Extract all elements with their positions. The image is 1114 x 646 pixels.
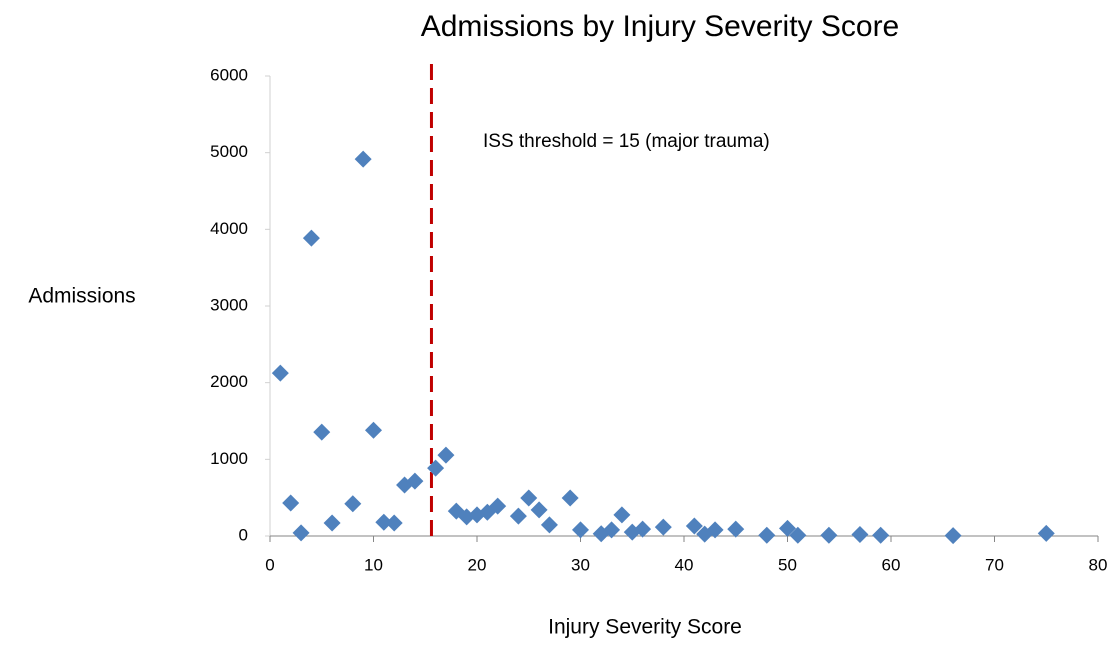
point	[489, 497, 507, 515]
x-tick-label: 20	[468, 555, 487, 574]
point	[282, 494, 300, 512]
point	[613, 506, 631, 524]
y-tick-label: 4000	[210, 219, 248, 238]
x-tick-label: 0	[265, 555, 274, 574]
point	[685, 517, 703, 535]
point	[654, 518, 672, 536]
point	[758, 526, 776, 544]
point	[872, 526, 890, 544]
point	[561, 489, 579, 507]
x-tick-label: 10	[364, 555, 383, 574]
point	[634, 520, 652, 538]
point	[530, 501, 548, 519]
point	[520, 489, 538, 507]
x-tick-label: 50	[778, 555, 797, 574]
y-tick-label: 6000	[210, 65, 248, 84]
x-tick-label: 80	[1089, 555, 1108, 574]
y-tick-label: 0	[239, 525, 248, 544]
point	[313, 423, 331, 441]
x-tick-label: 60	[882, 555, 901, 574]
point	[354, 150, 372, 168]
point	[292, 524, 310, 542]
annotation: ISS threshold = 15 (major trauma)	[483, 131, 770, 152]
y-axis-label: Admissions	[28, 285, 135, 308]
point	[851, 525, 869, 543]
point	[375, 513, 393, 531]
point	[365, 421, 382, 439]
point	[540, 516, 558, 534]
point	[427, 459, 445, 477]
point	[603, 521, 621, 539]
point	[323, 514, 341, 532]
x-tick-label: 70	[985, 555, 1004, 574]
point	[1037, 524, 1055, 542]
y-tick-label: 5000	[210, 142, 248, 161]
point	[344, 495, 362, 513]
x-tick-label: 40	[675, 555, 694, 574]
point	[385, 514, 403, 532]
x-tick-label: 30	[571, 555, 590, 574]
point	[944, 527, 962, 545]
point	[458, 508, 476, 526]
y-tick-label: 1000	[210, 449, 248, 468]
point	[789, 526, 807, 544]
y-tick-label: 2000	[210, 372, 248, 391]
point	[572, 521, 589, 539]
x-axis-label: Injury Severity Score	[548, 616, 742, 639]
point	[302, 229, 320, 247]
point	[727, 520, 745, 538]
point	[820, 526, 838, 544]
y-tick-label: 3000	[210, 295, 248, 314]
point	[437, 446, 455, 464]
point	[779, 519, 796, 537]
chart-title: Admissions by Injury Severity Score	[421, 10, 900, 43]
point	[271, 364, 289, 382]
point	[406, 472, 424, 490]
point	[468, 506, 486, 524]
point	[706, 521, 724, 539]
point	[509, 507, 527, 525]
